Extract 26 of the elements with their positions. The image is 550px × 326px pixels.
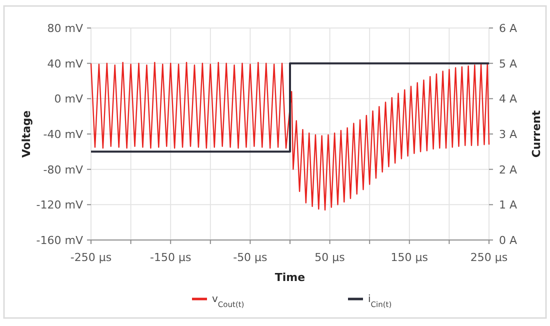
y2-tick-label: 5 A <box>499 57 518 70</box>
y-axis-title: Voltage <box>20 110 33 158</box>
x-tick-label: -250 µs <box>70 251 112 264</box>
y2-tick-label: 3 A <box>499 128 518 141</box>
y2-tick-label: 1 A <box>499 198 518 212</box>
y-tick-label: 40 mV <box>47 57 84 70</box>
y2-tick-label: 2 A <box>499 163 518 176</box>
x-tick-label: -150 µs <box>150 251 192 264</box>
y-tick-label: -160 mV <box>36 234 84 247</box>
y2-axis-title: Current <box>530 110 543 158</box>
legend-label: i$_{Cin(t)}$ <box>368 294 392 308</box>
y-tick-label: -80 mV <box>43 163 84 176</box>
x-tick-label: -50 µs <box>233 251 268 264</box>
y2-tick-label: 0 A <box>499 234 518 247</box>
y-tick-label: 0 mV <box>54 92 84 106</box>
y-tick-label: -120 mV <box>36 198 84 212</box>
x-tick-label: 150 µs <box>390 251 428 264</box>
x-tick-label: 250 µs <box>470 251 508 264</box>
y2-tick-label: 6 A <box>499 22 518 35</box>
legend-label: v$_{Cout(t)}$ <box>212 294 244 308</box>
y-tick-label: 80 mV <box>47 22 84 35</box>
x-axis-title: Time <box>274 271 306 284</box>
line-series <box>90 62 490 211</box>
x-tick-label: 50 µs <box>314 251 346 264</box>
y-tick-label: -40 mV <box>43 128 84 141</box>
y2-tick-label: 4 A <box>499 92 518 106</box>
